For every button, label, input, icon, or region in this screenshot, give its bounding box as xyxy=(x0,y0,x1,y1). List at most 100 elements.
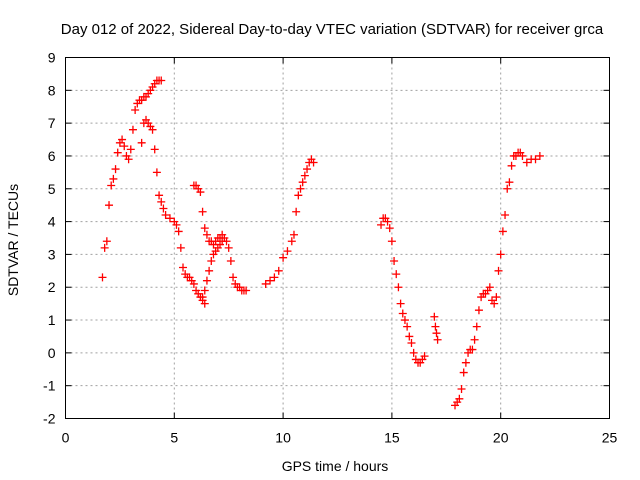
data-point xyxy=(420,352,429,361)
y-tick-label: 5 xyxy=(48,181,56,197)
data-point xyxy=(205,266,214,275)
data-point xyxy=(137,138,146,147)
data-point xyxy=(159,204,168,213)
data-point xyxy=(377,220,386,229)
data-point xyxy=(126,145,135,154)
x-tick-label: 0 xyxy=(62,430,70,446)
y-tick-label: 4 xyxy=(48,214,56,230)
data-point xyxy=(300,171,309,180)
data-point xyxy=(385,224,394,233)
data-point xyxy=(172,220,181,229)
data-point xyxy=(124,155,133,164)
data-point xyxy=(292,207,301,216)
gridlines xyxy=(65,57,610,419)
data-point xyxy=(309,158,318,167)
data-point xyxy=(390,256,399,265)
series-segment-7 xyxy=(430,312,442,344)
data-point xyxy=(98,273,107,282)
data-point xyxy=(109,174,118,183)
y-tick-label: -2 xyxy=(43,411,56,427)
data-point xyxy=(461,358,470,367)
data-point xyxy=(398,309,407,318)
y-axis-label: SDTVAR / TECUs xyxy=(5,184,21,296)
data-point xyxy=(200,299,209,308)
data-point xyxy=(535,151,544,160)
data-point xyxy=(131,106,140,115)
series-segment-2 xyxy=(137,115,209,308)
y-tick-label: 0 xyxy=(48,345,56,361)
data-point xyxy=(432,329,441,338)
y-tick-label: 1 xyxy=(48,312,56,328)
data-point xyxy=(207,256,216,265)
x-tick-label: 15 xyxy=(384,430,400,446)
data-point xyxy=(394,283,403,292)
series-segment-1 xyxy=(98,76,166,282)
data-point xyxy=(468,345,477,354)
data-point xyxy=(113,148,122,157)
data-point xyxy=(431,322,440,331)
data-point xyxy=(202,230,211,239)
series-segment-3 xyxy=(189,181,251,295)
plot-frame xyxy=(65,57,610,419)
data-point xyxy=(303,165,312,174)
data-point xyxy=(198,293,207,302)
data-point xyxy=(501,211,510,220)
data-point xyxy=(218,237,227,246)
data-point xyxy=(198,207,207,216)
data-point xyxy=(120,142,129,151)
data-point xyxy=(165,214,174,223)
data-point xyxy=(157,76,166,85)
y-tick-label: 7 xyxy=(48,115,56,131)
data-point xyxy=(155,191,164,200)
series-segment-8 xyxy=(451,148,544,410)
data-point xyxy=(518,151,527,160)
data-point xyxy=(490,299,499,308)
data-point xyxy=(459,368,468,377)
data-points xyxy=(98,76,544,410)
data-point xyxy=(107,181,116,190)
data-point xyxy=(266,276,275,285)
x-tick-label: 10 xyxy=(275,430,291,446)
data-point xyxy=(522,158,531,167)
data-point xyxy=(455,394,464,403)
data-point xyxy=(202,276,211,285)
data-point xyxy=(100,243,109,252)
data-point xyxy=(298,178,307,187)
data-point xyxy=(496,250,505,259)
data-point xyxy=(224,243,233,252)
data-point xyxy=(287,237,296,246)
data-point xyxy=(150,145,159,154)
data-point xyxy=(387,237,396,246)
data-point xyxy=(270,273,279,282)
data-point xyxy=(174,227,183,236)
data-point xyxy=(261,279,270,288)
data-point xyxy=(507,161,516,170)
x-axis-ticks: 0 5 10 15 20 25 xyxy=(62,57,618,446)
data-point xyxy=(433,335,442,344)
data-point xyxy=(274,266,283,275)
data-point xyxy=(148,125,157,134)
data-point xyxy=(161,211,170,220)
y-tick-label: -1 xyxy=(43,378,56,394)
data-point xyxy=(102,237,111,246)
data-point xyxy=(289,230,298,239)
data-point xyxy=(396,299,405,308)
series-segment-6 xyxy=(377,214,429,367)
data-point xyxy=(485,283,494,292)
series-segment-5 xyxy=(261,155,318,288)
data-point xyxy=(296,184,305,193)
data-point xyxy=(503,184,512,193)
y-tick-label: 2 xyxy=(48,279,56,295)
data-point xyxy=(472,322,481,331)
data-point xyxy=(176,243,185,252)
x-axis-label: GPS time / hours xyxy=(282,458,389,474)
data-point xyxy=(226,256,235,265)
data-point xyxy=(242,286,251,295)
data-point xyxy=(179,263,188,272)
x-tick-label: 25 xyxy=(602,430,618,446)
data-point xyxy=(392,270,401,279)
data-point xyxy=(283,247,292,256)
data-point xyxy=(430,312,439,321)
y-axis-ticks: -2 -1 0 1 2 3 4 5 6 7 8 9 xyxy=(43,50,610,427)
